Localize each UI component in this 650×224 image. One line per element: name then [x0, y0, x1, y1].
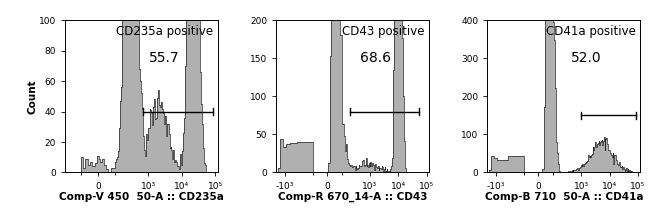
- X-axis label: Comp-B 710  50-A :: CD41a: Comp-B 710 50-A :: CD41a: [484, 192, 643, 202]
- Y-axis label: Count: Count: [27, 79, 37, 114]
- Text: CD235a positive: CD235a positive: [116, 25, 213, 38]
- X-axis label: Comp-R 670_14-A :: CD43: Comp-R 670_14-A :: CD43: [278, 192, 428, 202]
- Text: 52.0: 52.0: [571, 51, 602, 65]
- Text: CD41a positive: CD41a positive: [546, 25, 636, 38]
- Text: CD43 positive: CD43 positive: [342, 25, 424, 38]
- X-axis label: Comp-V 450  50-A :: CD235a: Comp-V 450 50-A :: CD235a: [59, 192, 224, 202]
- Text: 68.6: 68.6: [360, 51, 391, 65]
- Text: 55.7: 55.7: [149, 51, 180, 65]
